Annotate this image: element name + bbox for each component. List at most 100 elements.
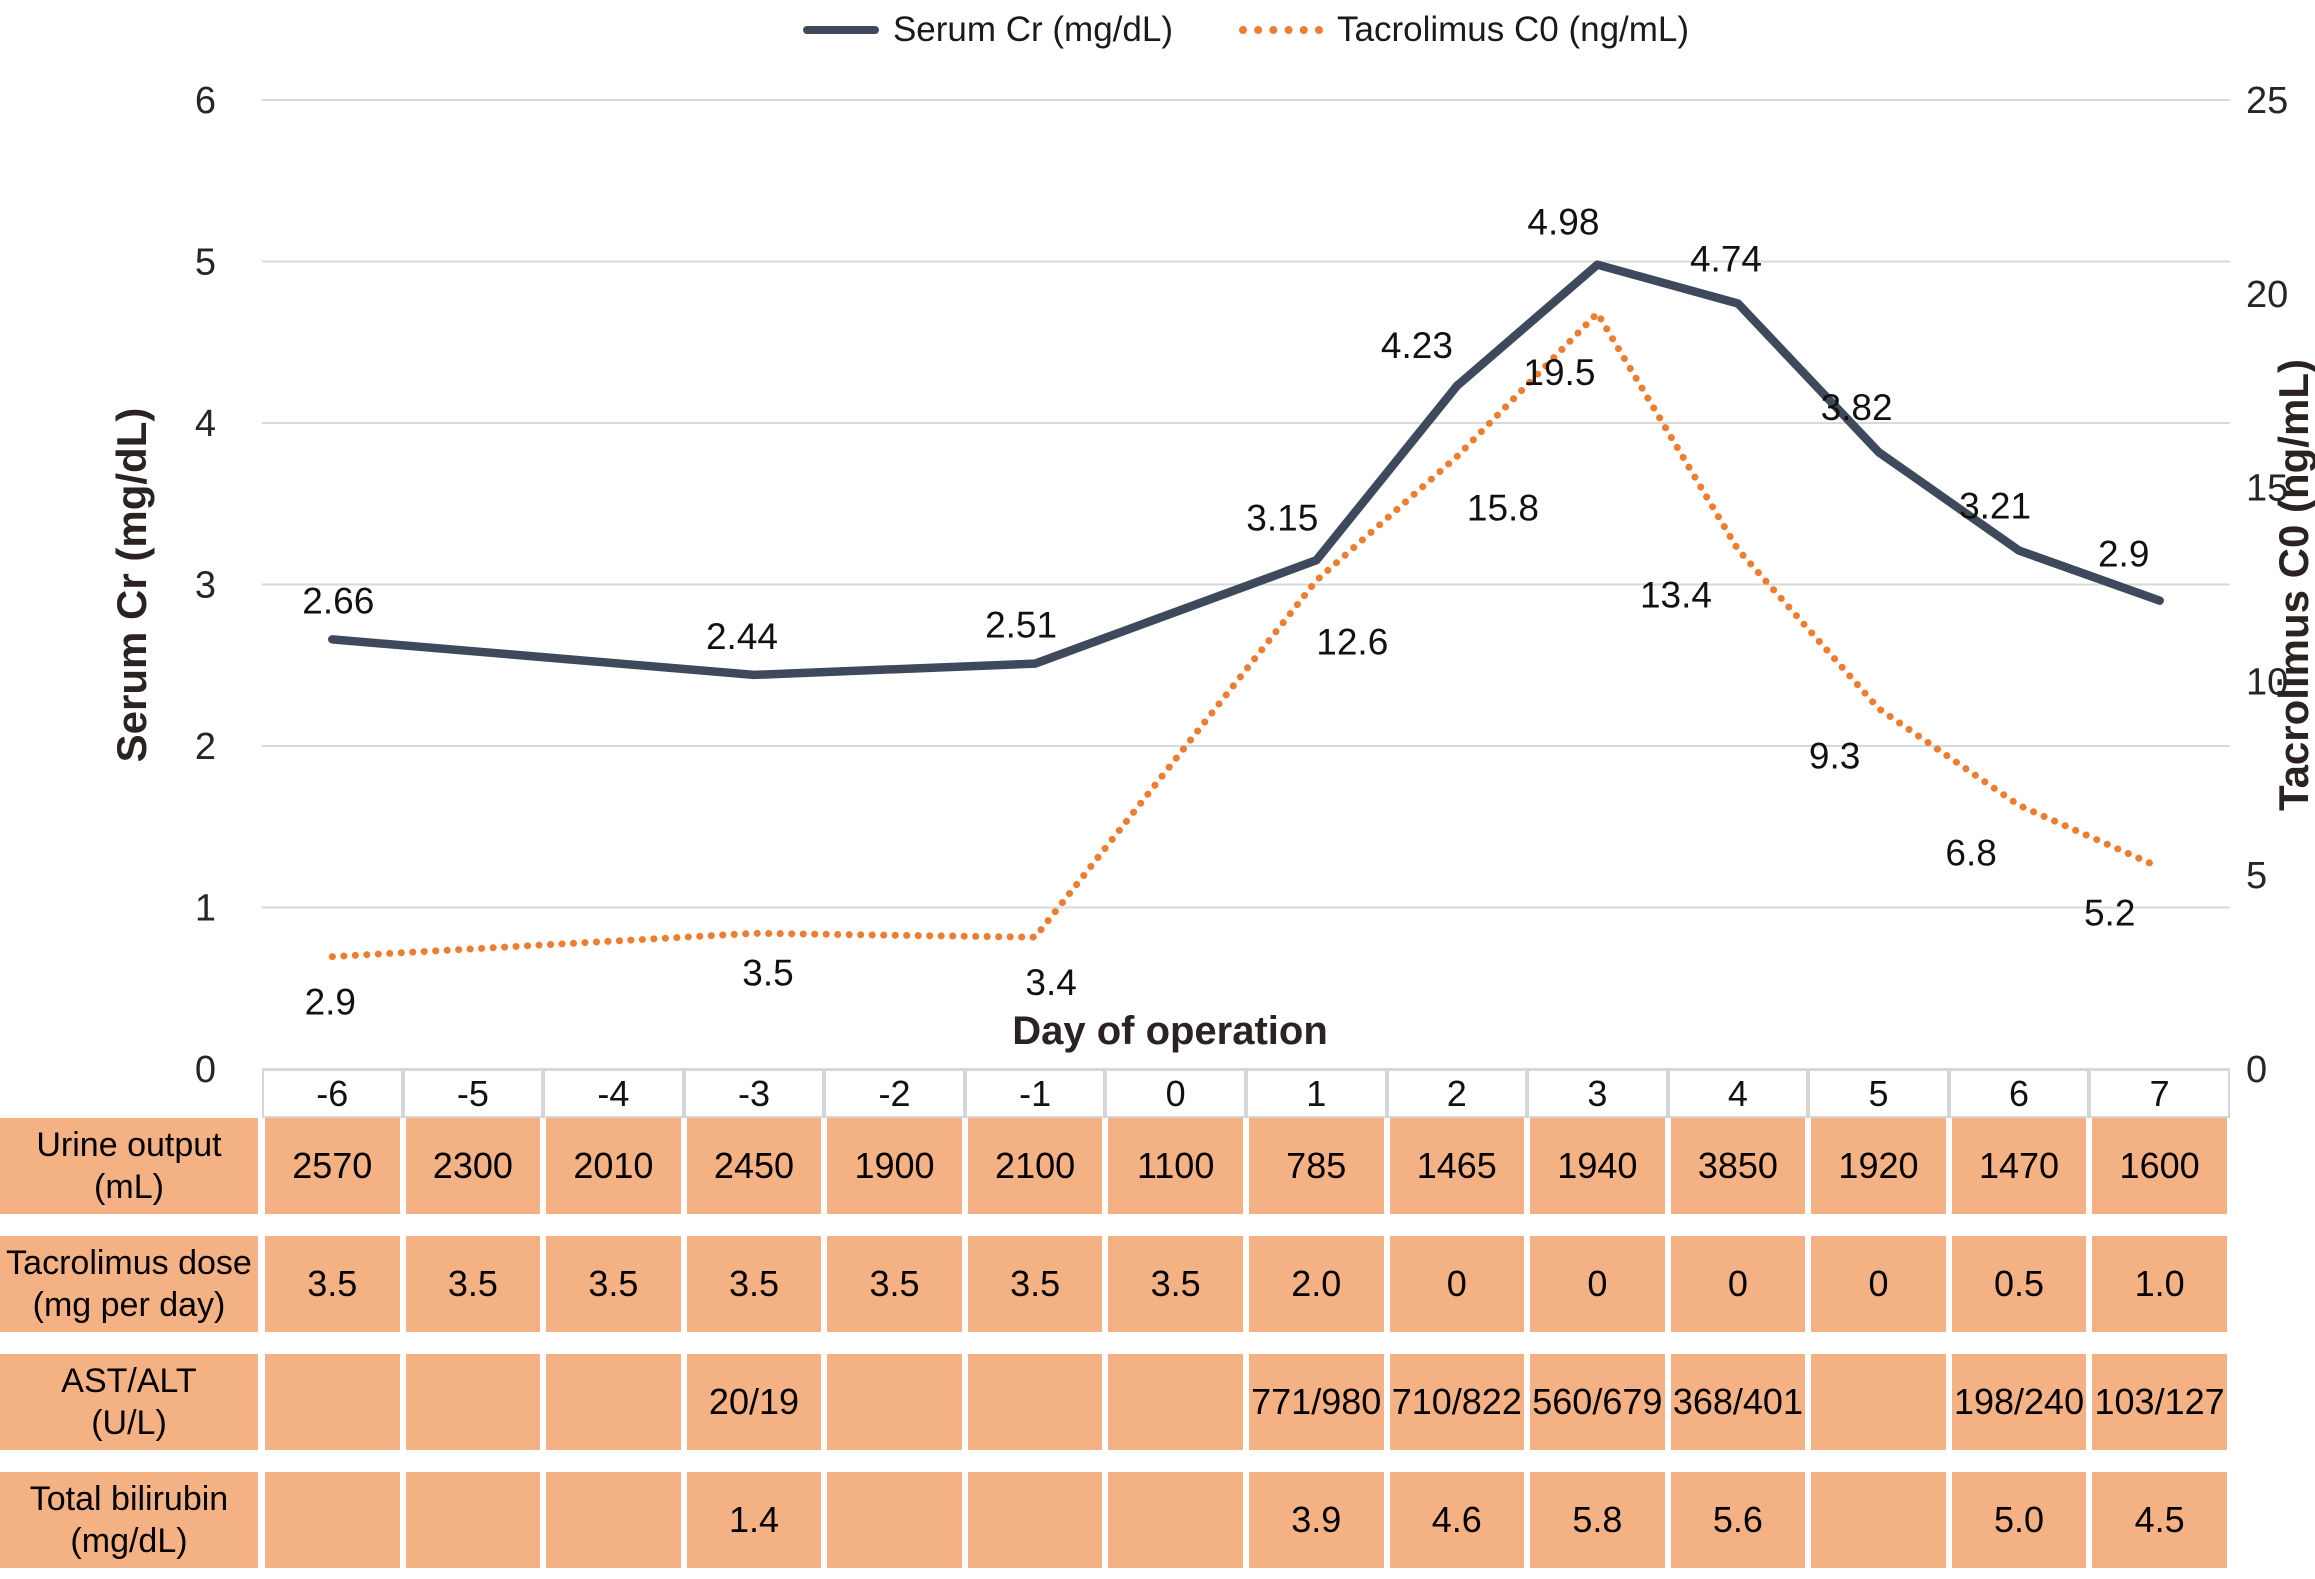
- table-cell: 2300: [402, 1118, 544, 1214]
- data-label: 3.21: [1959, 486, 2031, 527]
- table-cell: [543, 1354, 684, 1450]
- data-label: 15.8: [1467, 488, 1539, 529]
- data-label: 3.15: [1246, 497, 1318, 538]
- day-header-cell: 2: [1386, 1069, 1528, 1118]
- table-cell: 368/401: [1667, 1354, 1809, 1450]
- table-cell: 2.0: [1245, 1236, 1387, 1332]
- data-label: 2.66: [302, 580, 374, 621]
- table-cell: 2010: [543, 1118, 684, 1214]
- table-cell: [1105, 1354, 1246, 1450]
- data-label: 6.8: [1945, 832, 1996, 873]
- left-axis-tick: 0: [195, 1049, 216, 1090]
- table-cell: 103/127: [2089, 1354, 2230, 1450]
- legend-label-serum: Serum Cr (mg/dL): [892, 10, 1173, 49]
- day-header-cell: 7: [2089, 1069, 2230, 1118]
- table-cell: [824, 1354, 965, 1450]
- day-header-cell: 6: [1948, 1069, 2090, 1118]
- table-cell: 3.5: [683, 1236, 825, 1332]
- table-cell: [402, 1354, 544, 1450]
- serum-line-swatch: [802, 26, 879, 34]
- row-label-line2: (mg/dL): [70, 1522, 188, 1560]
- table-cell: 1.0: [2089, 1236, 2230, 1332]
- row-label-line1: AST/ALT: [61, 1361, 197, 1400]
- left-axis-tick: 1: [195, 888, 216, 930]
- table-cell: [964, 1354, 1106, 1450]
- table-cell: 3.5: [964, 1236, 1106, 1332]
- table-cell: 3.5: [1105, 1236, 1246, 1332]
- data-label: 4.74: [1690, 239, 1762, 280]
- table-cell: [402, 1472, 544, 1568]
- chart-legend: Serum Cr (mg/dL) Tacrolimus C0 (ng/mL): [262, 6, 2230, 54]
- table-cell: 710/822: [1386, 1354, 1528, 1450]
- table-cell: [1808, 1472, 1949, 1568]
- right-axis-tick: 15: [2246, 468, 2288, 510]
- day-header-cell: 4: [1667, 1069, 1809, 1118]
- table-cell: 560/679: [1527, 1354, 1668, 1450]
- table-cell: 1920: [1808, 1118, 1949, 1214]
- data-label: 4.98: [1527, 202, 1599, 243]
- serum-cr-line: [328, 260, 2164, 680]
- table-cell: 1470: [1948, 1118, 2090, 1214]
- day-header-cell: 5: [1808, 1069, 1949, 1118]
- x-axis-title: Day of operation: [1012, 1009, 1328, 1053]
- tacrolimus-line: [328, 307, 2164, 961]
- data-label: 5.2: [2084, 892, 2135, 933]
- table-cell: 785: [1245, 1118, 1387, 1214]
- day-header-cell: -6: [262, 1069, 403, 1118]
- data-label: 9.3: [1809, 736, 1860, 777]
- table-cell: [262, 1472, 403, 1568]
- table-cell: 3.5: [824, 1236, 965, 1332]
- data-label: 2.9: [2098, 534, 2149, 575]
- table-cell: [824, 1472, 965, 1568]
- row-label-line2: (mg per day): [32, 1286, 226, 1324]
- row-label-line2: (U/L): [91, 1404, 167, 1442]
- data-label: 3.5: [742, 952, 793, 993]
- table-cell: 1465: [1386, 1118, 1528, 1214]
- data-label: 12.6: [1316, 622, 1388, 663]
- table-cell: 5.0: [1948, 1472, 2090, 1568]
- table-day-header-row: -6 -5 -4 -3 -2 -1 0 1 2 3 4 5 6 7: [0, 1069, 2230, 1118]
- table-cell: 3.5: [543, 1236, 684, 1332]
- table-cell: 2450: [683, 1118, 825, 1214]
- table-cell: [262, 1354, 403, 1450]
- table-cell: 771/980: [1245, 1354, 1387, 1450]
- table-cell: 5.8: [1527, 1472, 1668, 1568]
- table-cell: 1100: [1105, 1118, 1246, 1214]
- table-cell: 198/240: [1948, 1354, 2090, 1450]
- table-cell: 1.4: [683, 1472, 825, 1568]
- table-cell: 20/19: [683, 1354, 825, 1450]
- right-axis-tick: 25: [2246, 80, 2288, 122]
- day-header-cell: -4: [543, 1069, 684, 1118]
- table-cell: 1900: [824, 1118, 965, 1214]
- right-axis-tick: 20: [2246, 274, 2288, 316]
- data-label: 13.4: [1640, 575, 1712, 616]
- header-spacer: [0, 1069, 262, 1118]
- row-label-line1: Urine output: [36, 1125, 222, 1164]
- table-cell: 3850: [1667, 1118, 1809, 1214]
- table-cell: 4.6: [1386, 1472, 1528, 1568]
- table-cell: 0: [1808, 1236, 1949, 1332]
- data-label: 3.82: [1821, 387, 1893, 428]
- table-cell: 0: [1527, 1236, 1668, 1332]
- left-axis-tick: 3: [195, 565, 216, 607]
- table-cell: 3.5: [402, 1236, 544, 1332]
- day-header-cell: 3: [1527, 1069, 1668, 1118]
- right-axis-tick: 5: [2246, 855, 2267, 897]
- row-label-line1: Tacrolimus dose: [6, 1243, 252, 1282]
- table-cell: [543, 1472, 684, 1568]
- table-cell: 3.5: [262, 1236, 403, 1332]
- table-cell: 0.5: [1948, 1236, 2090, 1332]
- left-axis-tick: 2: [195, 726, 216, 768]
- table-cell: 5.6: [1667, 1472, 1809, 1568]
- legend-item-tacrolimus: Tacrolimus C0 (ng/mL): [1239, 10, 1689, 50]
- table-cell: 1940: [1527, 1118, 1668, 1214]
- tacrolimus-dotted-swatch: [1239, 26, 1323, 34]
- row-label: Total bilirubin (mg/dL): [0, 1472, 262, 1568]
- data-label: 2.9: [305, 982, 356, 1023]
- day-header-cell: -2: [824, 1069, 965, 1118]
- table-cell: [1808, 1354, 1949, 1450]
- day-header-cell: -3: [683, 1069, 825, 1118]
- row-label-line1: Total bilirubin: [29, 1479, 229, 1518]
- data-label: 19.5: [1523, 352, 1595, 393]
